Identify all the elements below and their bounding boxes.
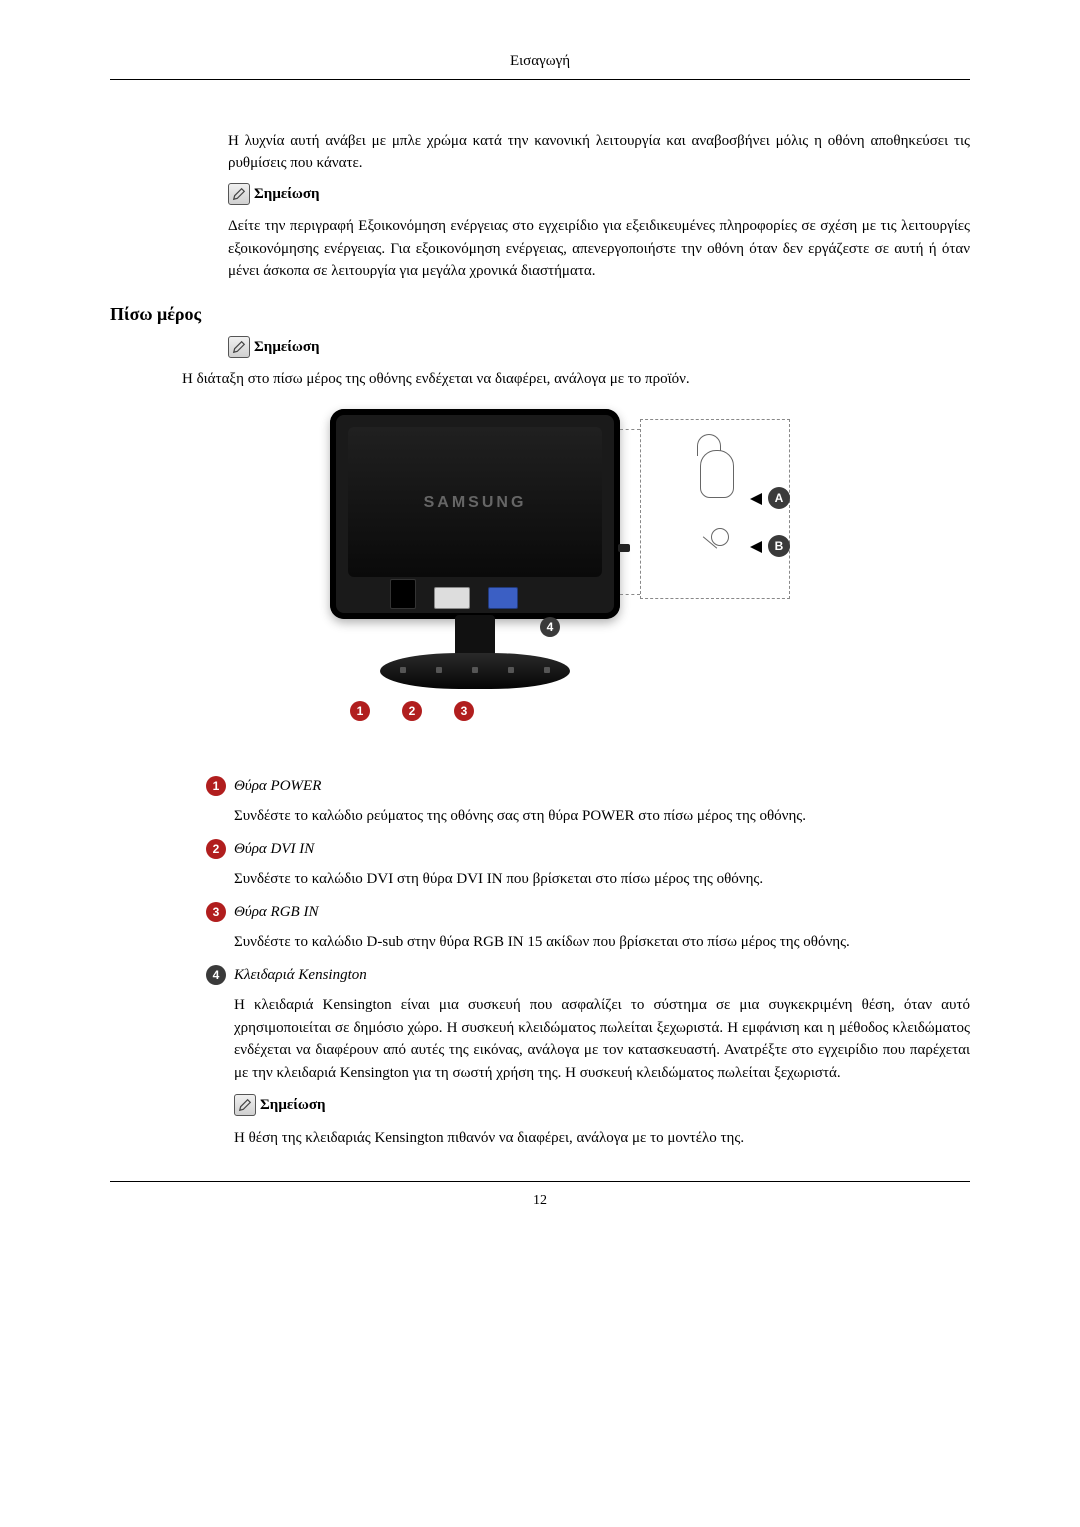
lock-barrel-icon [700, 450, 734, 498]
arrow-left-icon [750, 541, 762, 553]
base-markings [400, 665, 550, 675]
note-label: Σημείωση [254, 336, 320, 359]
diagram-badge-2: 2 [402, 701, 422, 721]
back-intro-text: Η διάταξη στο πίσω μέρος της οθόνης ενδέ… [182, 368, 970, 391]
callout-box [640, 419, 790, 599]
port-item-1: 1 Θύρα POWER Συνδέστε το καλώδιο ρεύματο… [206, 775, 970, 828]
power-port-icon [390, 579, 416, 609]
monitor-screen: SAMSUNG [348, 427, 602, 577]
callout-line [620, 594, 640, 595]
kensington-slot-icon [618, 544, 630, 552]
port-title: Κλειδαριά Kensington [234, 964, 367, 987]
monitor-body: SAMSUNG [330, 409, 620, 619]
brand-label: SAMSUNG [348, 491, 602, 515]
note-block-3: Σημείωση [234, 1094, 970, 1117]
rgb-port-icon [488, 587, 518, 609]
diagram-badge-3: 3 [454, 701, 474, 721]
page: Εισαγωγή Η λυχνία αυτή ανάβει με μπλε χρ… [0, 0, 1080, 1527]
port-desc: Συνδέστε το καλώδιο DVI στη θύρα DVI IN … [234, 868, 970, 891]
port-item-3: 3 Θύρα RGB IN Συνδέστε το καλώδιο D-sub … [206, 901, 970, 954]
port-title: Θύρα RGB IN [234, 901, 318, 924]
callout-line [620, 429, 640, 430]
port-desc: Η κλειδαριά Kensington είναι μια συσκευή… [234, 994, 970, 1084]
stand-neck [455, 615, 495, 657]
note-label: Σημείωση [260, 1094, 326, 1117]
monitor-back-diagram: SAMSUNG [290, 409, 790, 749]
pencil-icon [234, 1094, 256, 1116]
port-badge-4: 4 [206, 965, 226, 985]
port-desc: Συνδέστε το καλώδιο D-sub στην θύρα RGB … [234, 931, 970, 954]
intro-paragraph: Η λυχνία αυτή ανάβει με μπλε χρώμα κατά … [228, 130, 970, 175]
port-title: Θύρα DVI IN [234, 838, 314, 861]
port-badge-2: 2 [206, 839, 226, 859]
port-item-2: 2 Θύρα DVI IN Συνδέστε το καλώδιο DVI στ… [206, 838, 970, 891]
page-number: 12 [533, 1193, 547, 1208]
note-block-2: Σημείωση [228, 336, 970, 359]
port-title: Θύρα POWER [234, 775, 321, 798]
diagram-badge-4: 4 [540, 617, 560, 637]
note3-text: Η θέση της κλειδαριάς Kensington πιθανόν… [234, 1127, 970, 1150]
port-badge-3: 3 [206, 902, 226, 922]
arrow-left-icon [750, 493, 762, 505]
callout-badge-b: B [768, 535, 790, 557]
note1-text: Δείτε την περιγραφή Εξοικονόμηση ενέργει… [228, 215, 970, 283]
callout-badge-a: A [768, 487, 790, 509]
diagram-badge-1: 1 [350, 701, 370, 721]
port-item-4: 4 Κλειδαριά Kensington Η κλειδαριά Kensi… [206, 964, 970, 1085]
note-label: Σημείωση [254, 183, 320, 206]
pencil-icon [228, 183, 250, 205]
port-list: 1 Θύρα POWER Συνδέστε το καλώδιο ρεύματο… [206, 775, 970, 1085]
dvi-port-icon [434, 587, 470, 609]
port-desc: Συνδέστε το καλώδιο ρεύματος της οθόνης … [234, 805, 970, 828]
port-row [390, 579, 518, 609]
section-title-back: Πίσω μέρος [110, 301, 970, 328]
under-badges: 1 2 3 [350, 701, 474, 721]
running-header: Εισαγωγή [110, 50, 970, 80]
note-block-1: Σημείωση [228, 183, 970, 206]
lock-key-icon [695, 528, 739, 564]
port-badge-1: 1 [206, 776, 226, 796]
page-footer: 12 [110, 1181, 970, 1211]
pencil-icon [228, 336, 250, 358]
